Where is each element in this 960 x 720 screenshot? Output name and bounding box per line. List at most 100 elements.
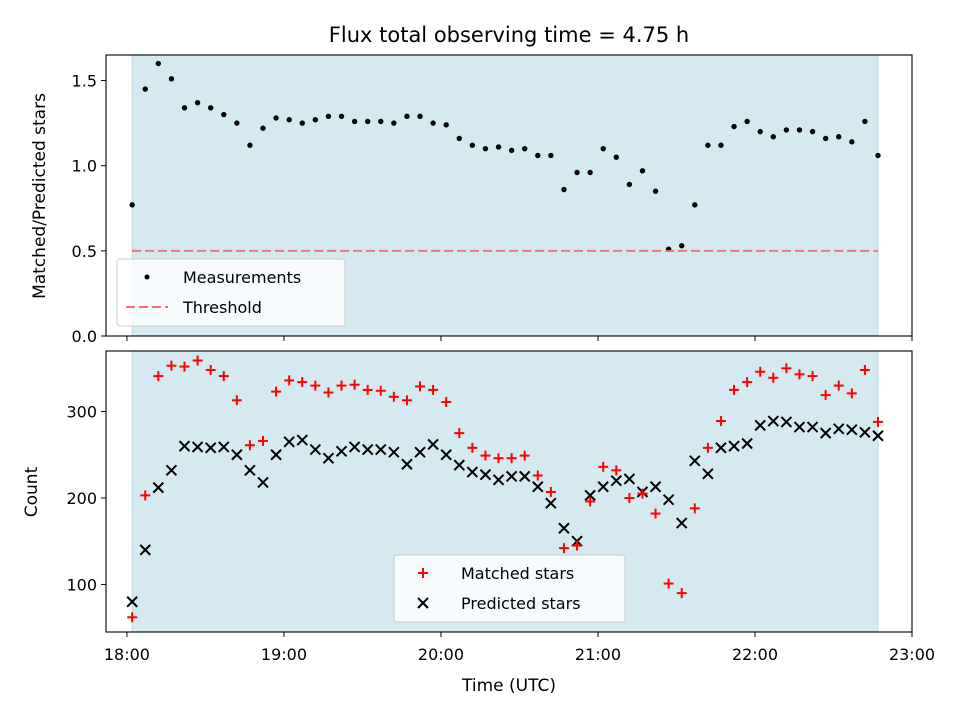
matched-star-point — [153, 371, 164, 382]
measurement-point — [391, 120, 397, 126]
matched-star-point — [833, 380, 844, 391]
measurement-point — [809, 128, 816, 135]
predicted-star-point — [715, 442, 727, 454]
measurement-point — [207, 105, 214, 111]
matched-star-point — [401, 395, 412, 406]
measurement-point — [142, 86, 148, 92]
measurement-point — [508, 147, 515, 154]
legend-measurements-label: Measurements — [183, 268, 301, 287]
matched-star-point — [702, 442, 713, 453]
predicted-star-point — [283, 436, 295, 448]
predicted-star-point — [662, 494, 675, 506]
predicted-star-point — [505, 470, 518, 483]
predicted-star-point — [388, 446, 400, 458]
bottom-legend: Matched stars Predicted stars — [393, 554, 626, 623]
matched-star-point — [846, 388, 857, 399]
predicted-star-point — [741, 437, 753, 450]
measurement-point — [417, 113, 423, 120]
matched-star-point — [179, 361, 190, 372]
predicted-star-point — [218, 441, 230, 453]
predicted-star-point — [872, 430, 884, 442]
matched-star-point — [611, 465, 622, 476]
predicted-star-point — [793, 421, 806, 433]
predicted-star-point — [689, 455, 701, 467]
predicted-star-point — [806, 421, 819, 433]
predicted-star-point — [676, 517, 688, 529]
measurement-point — [849, 139, 855, 145]
bottom-points — [126, 355, 884, 623]
matched-star-point — [755, 366, 766, 377]
measurement-point — [430, 120, 436, 126]
predicted-star-point — [322, 452, 335, 464]
legend-threshold-label: Threshold — [182, 298, 262, 317]
matched-star-point — [650, 508, 661, 519]
measurement-point — [796, 127, 803, 133]
predicted-star-point — [204, 442, 217, 454]
top-axes-frame — [105, 54, 913, 337]
predicted-star-point — [165, 464, 178, 477]
matched-star-point — [244, 440, 255, 451]
top-panel: Flux total observing time = 4.75 h 0.00.… — [30, 23, 913, 346]
measurement-point — [626, 181, 633, 188]
matched-star-point — [192, 355, 203, 366]
predicted-star-point — [427, 438, 439, 451]
legend-matched-label: Matched stars — [461, 564, 574, 583]
predicted-star-point — [361, 443, 374, 456]
matched-star-point — [375, 385, 386, 396]
matched-star-point — [794, 369, 805, 380]
predicted-star-point — [401, 458, 413, 470]
bottom-x-tick-label: 21:00 — [575, 645, 621, 664]
predicted-star-point — [440, 449, 452, 461]
matched-star-point — [231, 395, 242, 406]
matched-star-point — [467, 442, 478, 453]
bottom-y-tick-label: 100 — [66, 575, 97, 594]
bottom-x-tick-label: 22:00 — [732, 645, 778, 664]
measurement-point — [325, 113, 332, 120]
predicted-star-point — [244, 464, 256, 477]
matched-star-point — [663, 578, 674, 589]
predicted-star-point — [139, 544, 151, 556]
predicted-star-point — [859, 426, 871, 438]
measurement-point — [351, 118, 358, 125]
predicted-star-point — [649, 481, 662, 493]
predicted-star-point — [309, 443, 322, 456]
predicted-star-point — [270, 449, 282, 461]
predicted-star-point — [584, 489, 596, 502]
matched-star-point — [415, 381, 426, 392]
matched-star-point — [428, 384, 439, 395]
bottom-axes-frame — [105, 350, 913, 633]
measurement-point — [613, 154, 619, 160]
measurement-point — [194, 99, 201, 106]
matched-star-point — [729, 384, 740, 395]
bottom-y-ticks: 100 200 300 — [66, 403, 106, 594]
matched-star-point — [820, 390, 831, 401]
measurement-point — [260, 125, 266, 131]
matched-star-point — [742, 377, 753, 388]
measurement-point — [495, 144, 502, 150]
measurement-point — [574, 169, 580, 176]
measurement-point — [378, 118, 384, 125]
matched-star-point — [585, 496, 596, 507]
matched-star-point — [166, 360, 177, 371]
legend-matched-marker — [418, 568, 428, 578]
measurement-point — [548, 152, 554, 159]
legend-predicted-marker — [417, 597, 429, 609]
predicted-star-point — [453, 459, 465, 471]
measurement-point — [770, 134, 777, 140]
matched-star-point — [493, 453, 504, 464]
measurement-point — [482, 145, 489, 152]
measurement-point — [718, 142, 724, 148]
predicted-star-point — [126, 596, 138, 608]
matched-star-point — [218, 371, 229, 382]
predicted-star-point — [728, 440, 740, 452]
measurement-point — [875, 152, 881, 159]
matched-star-point — [807, 371, 818, 382]
top-legend: Measurements Threshold — [116, 258, 346, 327]
matched-star-point — [676, 588, 687, 599]
measurement-point — [639, 168, 646, 174]
bottom-x-tick-label: 19:00 — [261, 645, 307, 664]
predicted-star-point — [335, 445, 348, 458]
matched-star-point — [532, 470, 543, 481]
measurement-point — [181, 105, 188, 111]
predicted-star-point — [231, 449, 243, 461]
